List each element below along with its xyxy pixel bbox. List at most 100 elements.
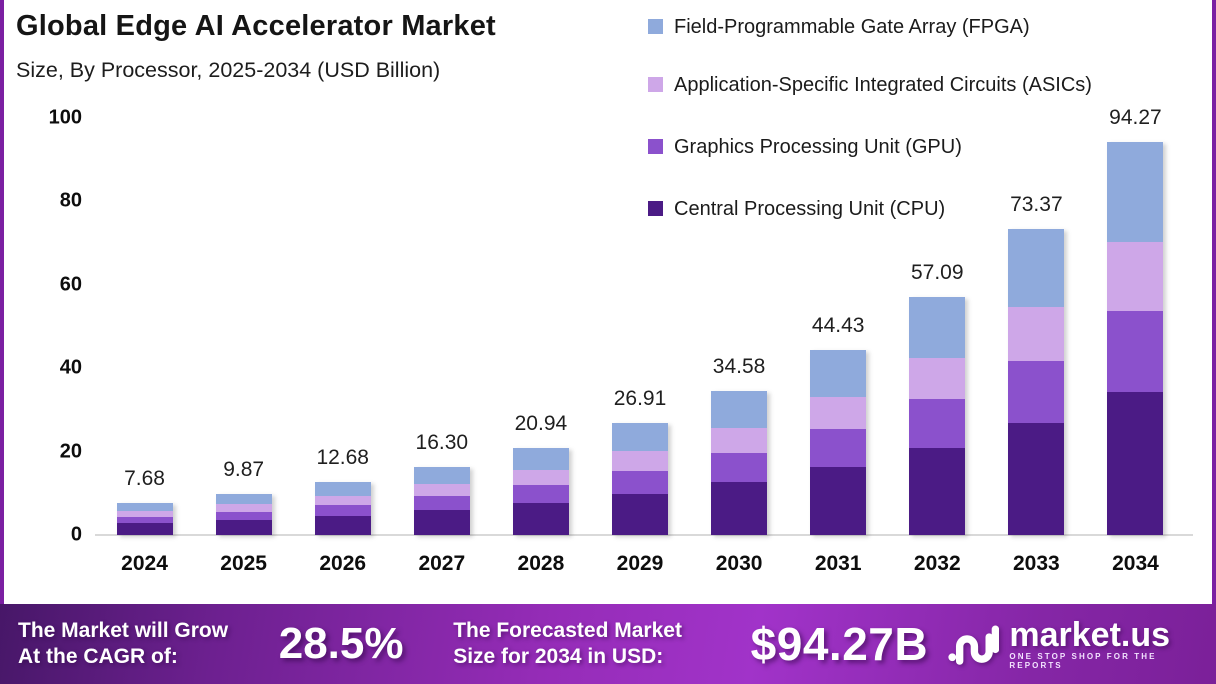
bar-segment bbox=[612, 422, 668, 452]
bar-segment bbox=[1107, 391, 1164, 535]
bar-stack-2034 bbox=[1107, 141, 1164, 535]
forecast-label: The Forecasted Market Size for 2034 in U… bbox=[453, 618, 738, 670]
bar-segment bbox=[612, 451, 668, 472]
logo-name: market.us bbox=[1009, 615, 1171, 654]
bar-segment bbox=[116, 516, 173, 524]
bar-value-label: 26.91 bbox=[613, 386, 667, 410]
legend-item: Application-Specific Integrated Circuits… bbox=[648, 72, 1100, 99]
legend-label: Graphics Processing Unit (GPU) bbox=[674, 136, 962, 158]
cagr-label: The Market will Grow At the CAGR of: bbox=[18, 618, 279, 670]
x-axis-label: 2031 bbox=[814, 552, 862, 575]
y-axis-label: 0 bbox=[70, 523, 82, 546]
bar-stack-2028 bbox=[512, 447, 569, 535]
bar-value-label: 12.68 bbox=[316, 446, 369, 470]
bar-segment bbox=[413, 510, 470, 535]
x-axis-label: 2033 bbox=[1013, 552, 1060, 575]
bar-value-label: 9.87 bbox=[223, 457, 265, 481]
bar-value-label: 34.58 bbox=[712, 354, 766, 378]
legend-swatch-icon bbox=[648, 19, 663, 34]
y-axis-label: 20 bbox=[59, 440, 82, 463]
market-us-logo: market.us ONE STOP SHOP FOR THE REPORTS bbox=[948, 615, 1204, 670]
x-axis-label: 2034 bbox=[1112, 552, 1159, 575]
legend-swatch-icon bbox=[648, 139, 663, 154]
y-axis-label: 80 bbox=[59, 189, 82, 212]
bar-segment bbox=[314, 482, 371, 496]
bar-segment bbox=[711, 390, 768, 428]
bar-segment bbox=[1107, 310, 1164, 392]
left-border bbox=[0, 0, 4, 604]
legend-label: Central Processing Unit (CPU) bbox=[674, 198, 946, 220]
bar-value-label: 16.30 bbox=[415, 431, 469, 455]
page-title: Global Edge AI Accelerator Market bbox=[16, 10, 496, 42]
x-axis-label: 2024 bbox=[121, 552, 168, 575]
page-subtitle: Size, By Processor, 2025-2034 (USD Billi… bbox=[16, 58, 441, 82]
bar-segment bbox=[215, 493, 272, 505]
cagr-label-line2: At the CAGR of: bbox=[18, 645, 178, 668]
bar-stack-2029 bbox=[612, 422, 668, 535]
x-axis-label: 2027 bbox=[418, 552, 466, 575]
cagr-label-line1: The Market will Grow bbox=[18, 619, 229, 642]
y-axis-label: 40 bbox=[59, 356, 82, 379]
bar-segment bbox=[810, 396, 867, 430]
x-axis-label: 2028 bbox=[517, 552, 565, 575]
bar-stack-2025 bbox=[215, 493, 272, 535]
bar-value-label: 57.09 bbox=[910, 260, 964, 284]
bar-segment bbox=[711, 427, 768, 453]
bar-segment bbox=[512, 485, 569, 504]
bar-segment bbox=[909, 448, 966, 535]
bar-segment bbox=[1008, 423, 1065, 535]
bar-segment bbox=[1107, 141, 1164, 243]
bar-stack-2033 bbox=[1008, 229, 1065, 535]
bar-segment bbox=[413, 467, 470, 485]
bar-segment bbox=[116, 511, 173, 517]
bar-value-label: 73.37 bbox=[1010, 193, 1063, 217]
legend-label: Application-Specific Integrated Circuits… bbox=[674, 74, 1092, 96]
market-us-logo-glyph-icon bbox=[948, 625, 1000, 665]
legend-swatch-icon bbox=[648, 201, 663, 216]
x-axis-label: 2030 bbox=[715, 552, 763, 575]
bar-segment bbox=[314, 515, 371, 535]
bar-segment bbox=[1008, 229, 1065, 308]
bar-segment bbox=[215, 511, 272, 520]
x-axis-line bbox=[95, 534, 1193, 536]
right-border bbox=[1212, 0, 1216, 604]
bar-segment bbox=[512, 469, 569, 486]
y-axis-label: 100 bbox=[48, 106, 82, 129]
legend-label: Field-Programmable Gate Array (FPGA) bbox=[674, 16, 1030, 38]
bar-value-label: 7.68 bbox=[124, 466, 165, 490]
bar-stack-2032 bbox=[909, 296, 966, 535]
bar-segment bbox=[413, 484, 470, 497]
legend-item: Graphics Processing Unit (GPU) bbox=[648, 134, 1100, 161]
bar-segment bbox=[1107, 242, 1164, 311]
bar-value-label: 20.94 bbox=[514, 411, 568, 435]
bar-value-label: 44.43 bbox=[811, 313, 865, 337]
bottom-banner: The Market will Grow At the CAGR of: 28.… bbox=[0, 604, 1216, 684]
bar-segment bbox=[909, 399, 966, 449]
cagr-value: 28.5% bbox=[278, 619, 404, 668]
logo-tagline: ONE STOP SHOP FOR THE REPORTS bbox=[1009, 651, 1157, 670]
bar-segment bbox=[711, 482, 768, 535]
bar-segment bbox=[314, 495, 371, 505]
bar-stack-2030 bbox=[711, 390, 768, 535]
bar-stack-2031 bbox=[810, 349, 867, 535]
x-axis-label: 2032 bbox=[913, 552, 961, 575]
logo-text-block: market.us ONE STOP SHOP FOR THE REPORTS bbox=[1009, 615, 1204, 670]
bar-segment bbox=[909, 357, 966, 400]
forecast-label-line2: Size for 2034 in USD: bbox=[453, 645, 664, 668]
x-axis-label: 2025 bbox=[220, 552, 267, 575]
bar-segment bbox=[909, 296, 966, 358]
y-axis-label: 60 bbox=[59, 273, 82, 296]
x-axis-label: 2026 bbox=[319, 552, 367, 575]
legend-item: Field-Programmable Gate Array (FPGA) bbox=[648, 14, 1100, 41]
forecast-label-line1: The Forecasted Market bbox=[453, 619, 682, 642]
bar-segment bbox=[810, 349, 867, 397]
legend-item: Central Processing Unit (CPU) bbox=[648, 196, 1100, 223]
bar-segment bbox=[116, 502, 173, 512]
bar-value-label: 94.27 bbox=[1109, 105, 1162, 129]
bar-segment bbox=[612, 494, 668, 535]
bar-segment bbox=[314, 504, 371, 516]
legend-swatch-icon bbox=[648, 77, 663, 92]
bar-segment bbox=[711, 452, 768, 483]
bar-segment bbox=[810, 429, 867, 468]
bar-segment bbox=[215, 504, 272, 512]
